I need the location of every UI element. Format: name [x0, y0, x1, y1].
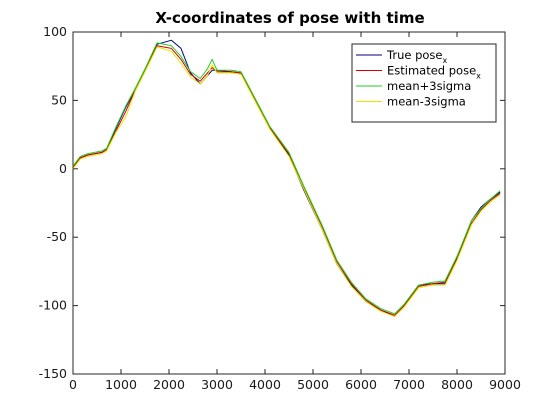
y-tick-label: 100: [43, 24, 67, 39]
x-tick-label: 9000: [489, 377, 521, 392]
x-tick-label: 1000: [105, 377, 137, 392]
x-tick-label: 8000: [441, 377, 473, 392]
y-tick-label: -100: [39, 298, 67, 313]
legend-label-2: Estimated posex: [387, 64, 481, 81]
x-tick-label: 3000: [201, 377, 233, 392]
legend-box: [351, 43, 497, 123]
legend-label-4: mean-3sigma: [387, 95, 466, 109]
series-layer: [72, 39, 501, 317]
y-tick-label: 50: [51, 92, 67, 107]
series-line-3: [72, 42, 501, 315]
chart-title: X-coordinates of pose with time: [155, 9, 424, 27]
series-line-4: [72, 46, 501, 317]
x-tick-label: 6000: [345, 377, 377, 392]
y-tick-label: 0: [59, 161, 67, 176]
y-tick-label: -50: [47, 229, 67, 244]
x-tick-label: 7000: [393, 377, 425, 392]
x-tick-label: 0: [69, 377, 77, 392]
axes-layer: 0 1000 2000 3000 4000 5000 6000 7000 8000 9000100…: [39, 24, 521, 392]
legend-label-1: True posex: [386, 48, 447, 65]
series-line-2: [72, 45, 501, 316]
x-tick-label: 4000: [249, 377, 281, 392]
y-tick-label: -150: [39, 366, 67, 381]
x-tick-label: 5000: [297, 377, 329, 392]
x-tick-label: 2000: [153, 377, 185, 392]
legend-label-3: mean+3sigma: [387, 79, 471, 93]
